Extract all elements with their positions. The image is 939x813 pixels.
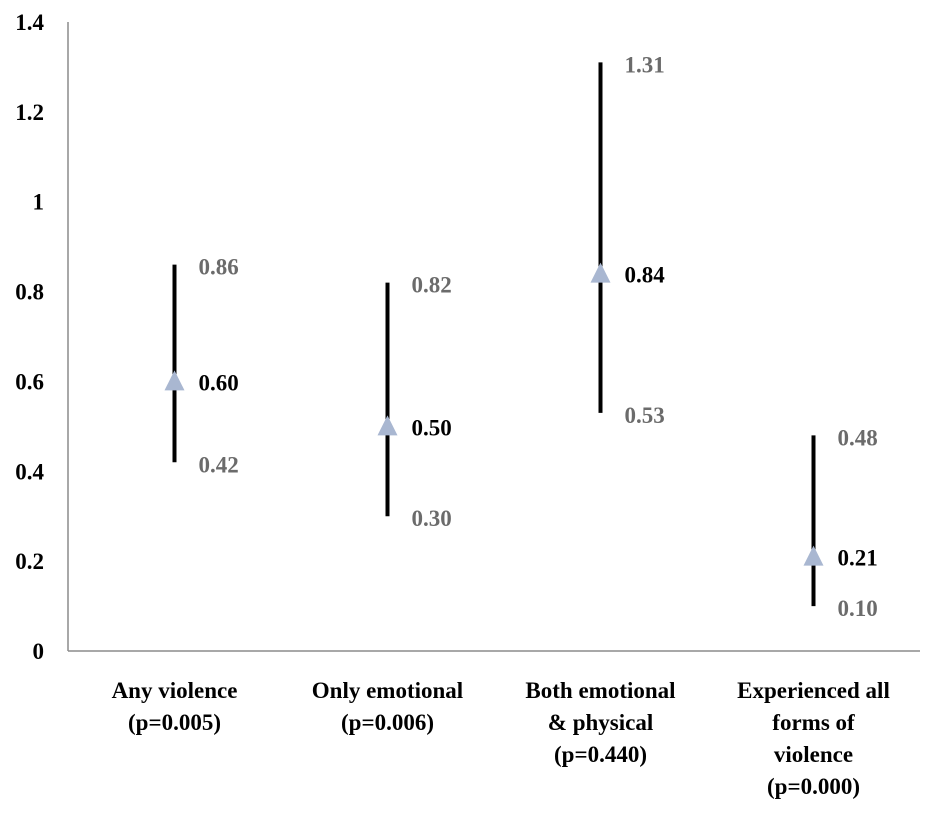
x-category-labels: Any violence (p=0.005) Only emotional (p=0.… [112, 678, 890, 799]
x-category-label: Only emotional (p=0.006) [312, 678, 463, 735]
x-category-label-line: violence [774, 742, 853, 767]
x-category-label: Any violence (p=0.005) [112, 678, 238, 735]
x-category-label-line: Both emotional [525, 678, 675, 703]
x-category-label-line: Any violence [112, 678, 238, 703]
upper-bound-label: 0.48 [838, 425, 878, 450]
y-tick-label: 0.4 [15, 459, 44, 484]
upper-bound-label: 1.31 [625, 52, 665, 77]
y-tick-label: 0.6 [15, 369, 44, 394]
x-category-label-line: forms of [772, 710, 855, 735]
estimate-marker [164, 370, 185, 391]
estimate-label: 0.21 [838, 546, 878, 571]
estimate-label: 0.84 [625, 263, 666, 288]
plot-marks: 0.86 0.60 0.42 0.82 0.50 0.30 1.31 0.84 0.53 0.48… [164, 52, 878, 621]
lower-bound-label: 0.53 [625, 403, 665, 428]
lower-bound-label: 0.42 [199, 452, 239, 477]
x-category-label: Both emotional & physical (p=0.440) [525, 678, 675, 767]
axes [67, 22, 920, 652]
x-category-label-line: (p=0.005) [128, 710, 221, 735]
x-category-label-line: (p=0.006) [341, 710, 434, 735]
y-tick-label: 0.8 [15, 280, 44, 305]
x-category-label: Experienced all forms of violence (p=0.000) [737, 678, 890, 799]
lower-bound-label: 0.30 [412, 506, 452, 531]
upper-bound-label: 0.86 [199, 255, 239, 280]
y-tick-label: 1.4 [15, 10, 44, 35]
upper-bound-label: 0.82 [412, 273, 452, 298]
x-category-label-line: & physical [548, 710, 653, 735]
y-tick-label: 1.2 [15, 100, 44, 125]
estimate-marker [590, 262, 611, 283]
estimate-marker [377, 415, 398, 436]
estimate-label: 0.60 [199, 370, 239, 395]
estimate-label: 0.50 [412, 415, 452, 440]
x-category-label-line: (p=0.440) [554, 742, 647, 767]
y-tick-labels: 0 0.2 0.4 0.6 0.8 1 1.2 1.4 [15, 10, 44, 664]
x-category-label-line: (p=0.000) [767, 774, 860, 799]
y-tick-label: 0.2 [15, 549, 44, 574]
y-tick-label: 0 [33, 639, 45, 664]
lower-bound-label: 0.10 [838, 596, 878, 621]
estimate-marker [803, 545, 824, 566]
x-category-label-line: Experienced all [737, 678, 890, 703]
y-tick-label: 1 [33, 190, 45, 215]
x-category-label-line: Only emotional [312, 678, 463, 703]
